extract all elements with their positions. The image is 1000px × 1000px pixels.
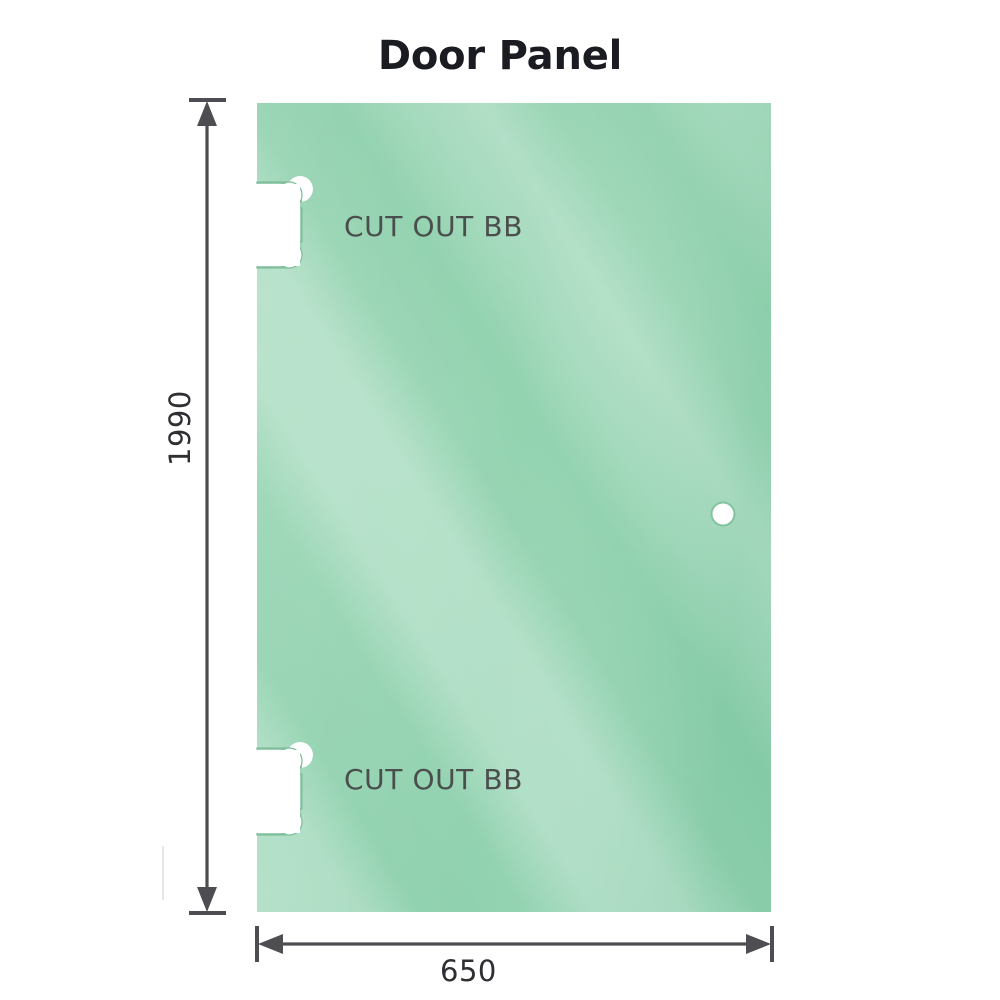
glass-panel-shade (257, 103, 771, 912)
cut-out-bb-bottom (256, 747, 303, 836)
cut-out-bb-bottom-label: CUT OUT BB (344, 763, 524, 796)
cut-out-bb-top-body (256, 184, 300, 266)
glass-panel-group (257, 103, 771, 912)
height-dimension-value: 1990 (163, 390, 197, 466)
width-dim-arrow-left-icon (258, 934, 283, 954)
width-dim-arrow-right-icon (746, 934, 771, 954)
handle-hole (710, 501, 736, 527)
cut-out-bb-top (256, 181, 303, 269)
width-dimension-value: 650 (440, 954, 497, 988)
height-dim-arrow-up-icon (197, 101, 217, 126)
handle-hole-bore (712, 503, 734, 525)
height-dim-arrow-down-icon (197, 887, 217, 912)
width-dimension (255, 926, 774, 962)
cut-out-bb-bottom-body (256, 750, 300, 833)
cut-out-bb-top-label: CUT OUT BB (344, 210, 524, 243)
height-dimension (189, 98, 226, 915)
page-title: Door Panel (377, 33, 623, 79)
